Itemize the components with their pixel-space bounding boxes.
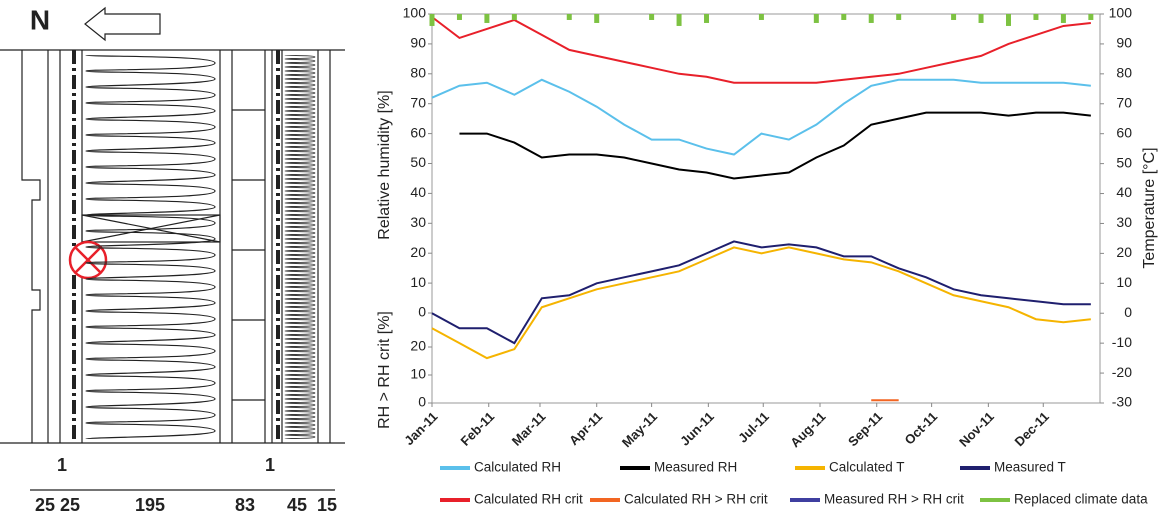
series-line (431, 16, 1091, 84)
legend-label: Calculated T (829, 460, 905, 475)
y2-tick-label: 40 (1116, 184, 1132, 200)
wall-diagram: N 1 1 25 25 195 83 45 15 (0, 4, 345, 515)
y2-tick-label: 0 (1124, 304, 1132, 320)
dimension-label: 1 (57, 455, 67, 475)
dimension-label: 45 (287, 495, 307, 515)
y3-tick-label: 10 (410, 366, 426, 382)
y3-tick-label: 0 (418, 394, 426, 410)
dimension-label: 1 (265, 455, 275, 475)
x-tick-label: May-11 (619, 409, 660, 450)
legend-label: Calculated RH crit (474, 492, 583, 507)
y-tick-label: 100 (403, 5, 427, 21)
x-tick-label: Aug-11 (787, 409, 828, 450)
outer-layers (271, 50, 331, 443)
legend-label: Measured T (994, 460, 1066, 475)
y2-tick-label: -10 (1112, 334, 1132, 350)
x-tick-label: Feb-11 (458, 409, 498, 449)
y3-axis-title: RH > RH crit [%] (376, 311, 393, 429)
chart: 0 10 20 30 40 50 60 70 80 90 100 0 10 20 -30 -20 -10 0 10 2… (376, 5, 1158, 507)
legend-label: Measured RH (654, 460, 737, 475)
y2-axis-title: Temperature [°C] (1141, 147, 1158, 268)
y-axis-title: Relative humidity [%] (376, 90, 393, 239)
series-line (431, 246, 1091, 360)
x-tick-label: Jun-11 (677, 409, 717, 449)
dimension-label: 25 (60, 495, 80, 515)
y-tick-label: 60 (410, 124, 426, 140)
y3-tick-label: 20 (410, 338, 426, 354)
dimension-label: 195 (135, 495, 165, 515)
x-tick-label: Jan-11 (401, 409, 440, 448)
x-tick-label: Sep-11 (845, 409, 885, 449)
y2-tick-label: 20 (1116, 244, 1132, 260)
legend-label: Replaced climate data (1014, 492, 1148, 507)
y2-tick-label: 70 (1116, 94, 1132, 110)
y-tick-label: 20 (410, 244, 426, 260)
north-label: N (30, 4, 50, 35)
measure-cross (75, 247, 101, 273)
x-tick-label: Oct-11 (901, 409, 940, 448)
y-tick-label: 0 (418, 304, 426, 320)
y-tick-label: 10 (410, 274, 426, 290)
y-tick-label: 40 (410, 184, 426, 200)
y-tick-label: 50 (410, 154, 426, 170)
y-tick-label: 80 (410, 65, 426, 81)
x-tick-label: Apr-11 (566, 409, 605, 448)
y2-tick-label: 100 (1109, 5, 1133, 21)
x-tick-label: Mar-11 (509, 409, 549, 449)
insulation (85, 54, 216, 440)
dimension-label: 15 (317, 495, 337, 515)
y2-tick-label: 90 (1116, 35, 1132, 51)
series-line (431, 78, 1091, 156)
y-tick-label: 70 (410, 94, 426, 110)
dimension-label: 83 (235, 495, 255, 515)
y2-tick-label: 60 (1116, 124, 1132, 140)
x-tick-label: Nov-11 (956, 409, 997, 450)
y-tick-label: 90 (410, 35, 426, 51)
dimension-label: 25 (35, 495, 55, 515)
series-line (459, 111, 1091, 180)
x-tick-label: Dec-11 (1012, 409, 1052, 449)
y-tick-label: 30 (410, 214, 426, 230)
legend-label: Measured RH > RH crit (824, 492, 964, 507)
y2-tick-label: 80 (1116, 65, 1132, 81)
legend-label: Calculated RH (474, 460, 561, 475)
y2-tick-label: 50 (1116, 154, 1132, 170)
outer-insulation (284, 54, 316, 440)
north-arrow (84, 6, 161, 42)
y2-tick-label: -20 (1112, 364, 1132, 380)
cladding (21, 50, 41, 443)
y2-tick-label: -30 (1112, 394, 1132, 410)
y2-tick-label: 30 (1116, 214, 1132, 230)
cavity (219, 50, 266, 443)
y2-tick-label: 10 (1116, 274, 1132, 290)
series-line (431, 240, 1091, 345)
x-tick-label: Jul-11 (735, 409, 772, 446)
plot-frame (431, 13, 1101, 404)
legend-label: Calculated RH > RH crit (624, 492, 768, 507)
